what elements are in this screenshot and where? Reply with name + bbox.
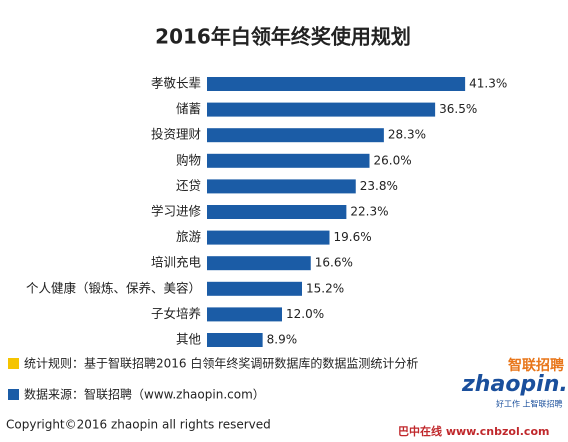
category-label: 购物: [176, 152, 201, 167]
category-label: 储蓄: [176, 101, 201, 116]
watermark: 巴中在线 www.cnbzol.com: [398, 424, 549, 438]
category-label: 投资理财: [151, 127, 201, 142]
category-label: 子女培养: [151, 306, 201, 321]
value-label: 41.3%: [469, 77, 507, 91]
bar: [207, 256, 311, 271]
category-label: 培训充电: [151, 255, 202, 270]
note-marker: [8, 358, 19, 369]
value-label: 23.8%: [360, 179, 398, 193]
bar: [207, 230, 330, 245]
bar: [207, 333, 263, 347]
value-label: 36.5%: [439, 102, 477, 116]
bar: [207, 77, 466, 91]
category-label: 还贷: [176, 178, 201, 193]
logo-site: zhaopin.com: [461, 372, 568, 397]
value-label: 26.0%: [374, 153, 412, 167]
copyright: Copyright©2016 zhaopin all rights reserv…: [6, 418, 271, 432]
chart-title: 2016年白领年终奖使用规划: [155, 25, 411, 49]
value-label: 19.6%: [334, 230, 372, 244]
bar: [207, 205, 347, 219]
note-marker: [8, 389, 19, 400]
bar: [207, 128, 384, 143]
logo-brand: 智联招聘: [507, 357, 564, 374]
bar: [207, 179, 356, 194]
category-label: 孝敬长辈: [151, 76, 201, 91]
category-label: 其他: [176, 332, 202, 347]
value-label: 22.3%: [350, 205, 388, 219]
value-label: 16.6%: [315, 256, 353, 270]
category-label: 学习进修: [151, 204, 202, 219]
note: 统计规则：基于智联招聘2016 白领年终奖调研数据库的数据监测统计分析: [24, 356, 418, 371]
value-label: 28.3%: [388, 128, 426, 142]
bar: [207, 153, 370, 168]
bar: [207, 102, 436, 117]
value-label: 12.0%: [286, 307, 324, 321]
logo-slogan: 好工作 上智联招聘: [496, 399, 563, 409]
category-label: 旅游: [176, 229, 202, 244]
note: 数据来源：智联招聘（www.zhaopin.com）: [24, 387, 265, 402]
value-label: 15.2%: [306, 281, 344, 295]
bar: [207, 307, 282, 322]
category-label: 个人健康（锻炼、保养、美容）: [26, 280, 201, 295]
value-label: 8.9%: [267, 333, 298, 347]
bar: [207, 281, 302, 296]
